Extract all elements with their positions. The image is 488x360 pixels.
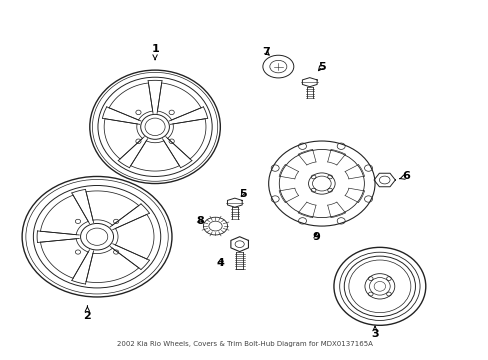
Text: 4: 4 xyxy=(216,258,224,268)
Text: 1: 1 xyxy=(151,44,159,59)
Text: 7: 7 xyxy=(262,48,269,57)
Text: 9: 9 xyxy=(311,232,319,242)
Text: 2: 2 xyxy=(83,306,91,321)
Text: 2002 Kia Rio Wheels, Covers & Trim Bolt-Hub Diagram for MDX0137165A: 2002 Kia Rio Wheels, Covers & Trim Bolt-… xyxy=(116,341,372,347)
Text: 5: 5 xyxy=(238,189,246,199)
Text: 3: 3 xyxy=(370,326,378,339)
Text: 6: 6 xyxy=(399,171,409,181)
Text: 8: 8 xyxy=(196,216,203,226)
Text: 5: 5 xyxy=(317,62,325,72)
